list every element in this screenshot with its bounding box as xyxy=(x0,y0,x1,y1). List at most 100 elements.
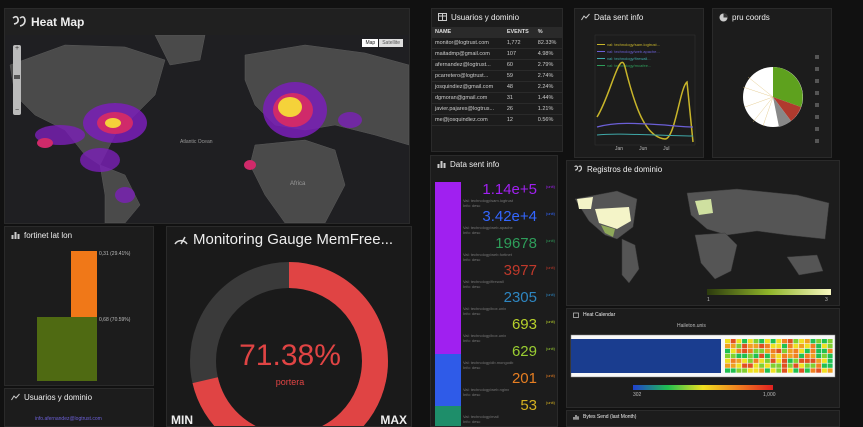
calendar-cell[interactable] xyxy=(725,368,730,373)
zoom-out-button[interactable]: − xyxy=(14,107,20,114)
calendar-cell[interactable] xyxy=(782,353,787,358)
calendar-cell[interactable] xyxy=(827,343,833,349)
calendar-cell[interactable] xyxy=(759,353,765,358)
calendar-cell[interactable] xyxy=(725,353,730,358)
calendar-cell[interactable] xyxy=(793,348,799,354)
calendar-cell[interactable] xyxy=(753,363,759,368)
calendar-cell[interactable] xyxy=(776,368,782,373)
calendar-cell[interactable] xyxy=(787,358,793,363)
region-alaska[interactable] xyxy=(577,197,593,209)
calendar-cell[interactable] xyxy=(742,343,748,349)
legend-entry[interactable]: val: technology/firewall... xyxy=(597,55,660,62)
calendar-cell[interactable] xyxy=(816,363,822,368)
calendar-cell[interactable] xyxy=(725,348,730,354)
calendar-cell[interactable] xyxy=(810,358,816,363)
data-sent-item[interactable]: 201 (unit) Val: technology/web.nginx Info: … xyxy=(463,371,557,398)
calendar-cell[interactable] xyxy=(804,343,810,349)
stack-segment-teal[interactable] xyxy=(435,406,461,426)
calendar-cell[interactable] xyxy=(810,353,816,358)
calendar-cell[interactable] xyxy=(759,363,765,368)
calendar-cell[interactable] xyxy=(725,339,730,344)
calendar-cell[interactable] xyxy=(764,339,770,344)
calendar-cell[interactable] xyxy=(730,343,736,349)
calendar-cell[interactable] xyxy=(770,343,776,349)
calendar-cell[interactable] xyxy=(793,358,799,363)
calendar-cell[interactable] xyxy=(747,358,753,363)
calendar-cell[interactable] xyxy=(776,339,782,344)
calendar-cell[interactable] xyxy=(759,358,765,363)
calendar-cell[interactable] xyxy=(787,348,793,354)
calendar-cell[interactable] xyxy=(730,358,736,363)
calendar-cell[interactable] xyxy=(770,363,776,368)
calendar-cell[interactable] xyxy=(776,348,782,354)
fortinet-bar-green[interactable] xyxy=(37,317,97,381)
stack-segment-purple[interactable] xyxy=(435,182,461,354)
calendar-cell[interactable] xyxy=(821,363,827,368)
calendar-cell[interactable] xyxy=(742,363,748,368)
region-usa[interactable] xyxy=(595,207,631,229)
calendar-cell[interactable] xyxy=(810,339,816,344)
calendar-cell[interactable] xyxy=(799,353,805,358)
calendar-cell[interactable] xyxy=(821,343,827,349)
calendar-cell[interactable] xyxy=(787,343,793,349)
legend-entry[interactable]: val: technology/web.apache... xyxy=(597,48,660,55)
calendar-cell[interactable] xyxy=(793,363,799,368)
calendar-cell[interactable] xyxy=(793,339,799,344)
calendar-cell[interactable] xyxy=(776,353,782,358)
calendar-cell[interactable] xyxy=(753,358,759,363)
calendar-cell[interactable] xyxy=(776,343,782,349)
calendar-cell[interactable] xyxy=(759,339,765,344)
calendar-cell[interactable] xyxy=(782,343,787,349)
calendar-cell[interactable] xyxy=(782,363,787,368)
calendar-cell[interactable] xyxy=(753,348,759,354)
heatmap-map[interactable]: Atlantic Ocean Africa xyxy=(5,35,409,223)
calendar-cell[interactable] xyxy=(799,343,805,349)
stack-segment-blue[interactable] xyxy=(435,354,461,406)
calendar-cell[interactable] xyxy=(742,353,748,358)
data-sent-item[interactable]: 2305 (unit) Val: technology/box.unix Info: … xyxy=(463,290,557,317)
calendar-cell[interactable] xyxy=(764,363,770,368)
calendar-cell[interactable] xyxy=(770,368,776,373)
satellite-button[interactable]: Satellite xyxy=(379,39,403,47)
calendar-cell[interactable] xyxy=(747,353,753,358)
calendar-cell[interactable] xyxy=(793,343,799,349)
calendar-cell[interactable] xyxy=(759,343,765,349)
calendar-cell[interactable] xyxy=(810,363,816,368)
heat-calendar-grid[interactable] xyxy=(567,331,839,381)
calendar-cell[interactable] xyxy=(770,358,776,363)
pie-chart[interactable] xyxy=(713,27,831,157)
calendar-cell[interactable] xyxy=(816,353,822,358)
col-percent[interactable]: % xyxy=(534,27,562,38)
registros-world-map[interactable] xyxy=(567,179,839,291)
data-sent-item[interactable]: 3.42e+4 (unit) Val: technology/web.apache I… xyxy=(463,209,557,236)
calendar-cell[interactable] xyxy=(736,363,742,368)
gauge-ring[interactable] xyxy=(167,251,412,427)
calendar-cell[interactable] xyxy=(816,343,822,349)
calendar-cell[interactable] xyxy=(736,368,742,373)
calendar-cell[interactable] xyxy=(782,339,787,344)
calendar-cell[interactable] xyxy=(764,343,770,349)
zoom-in-button[interactable]: + xyxy=(14,45,20,52)
calendar-cell[interactable] xyxy=(759,348,765,354)
calendar-cell[interactable] xyxy=(770,339,776,344)
calendar-cell[interactable] xyxy=(827,353,833,358)
calendar-cell[interactable] xyxy=(764,358,770,363)
calendar-cell[interactable] xyxy=(747,348,753,354)
calendar-cell[interactable] xyxy=(821,368,827,373)
region-mexico[interactable] xyxy=(601,225,615,237)
calendar-cell[interactable] xyxy=(821,353,827,358)
calendar-cell[interactable] xyxy=(827,363,833,368)
calendar-cell[interactable] xyxy=(799,348,805,354)
calendar-cell[interactable] xyxy=(799,339,805,344)
calendar-cell[interactable] xyxy=(764,348,770,354)
calendar-cell[interactable] xyxy=(821,339,827,344)
calendar-cell[interactable] xyxy=(725,343,730,349)
calendar-cell[interactable] xyxy=(804,358,810,363)
map-button[interactable]: Map xyxy=(362,39,379,47)
calendar-cell[interactable] xyxy=(827,339,833,344)
data-sent-item[interactable]: 693 (unit) Val: technology/box.unix Info: d… xyxy=(463,317,557,344)
data-sent-item[interactable]: 19678 (unit) Val: technology/web.fortinet I… xyxy=(463,236,557,263)
calendar-cell[interactable] xyxy=(730,363,736,368)
calendar-cell[interactable] xyxy=(787,368,793,373)
calendar-cell[interactable] xyxy=(753,368,759,373)
